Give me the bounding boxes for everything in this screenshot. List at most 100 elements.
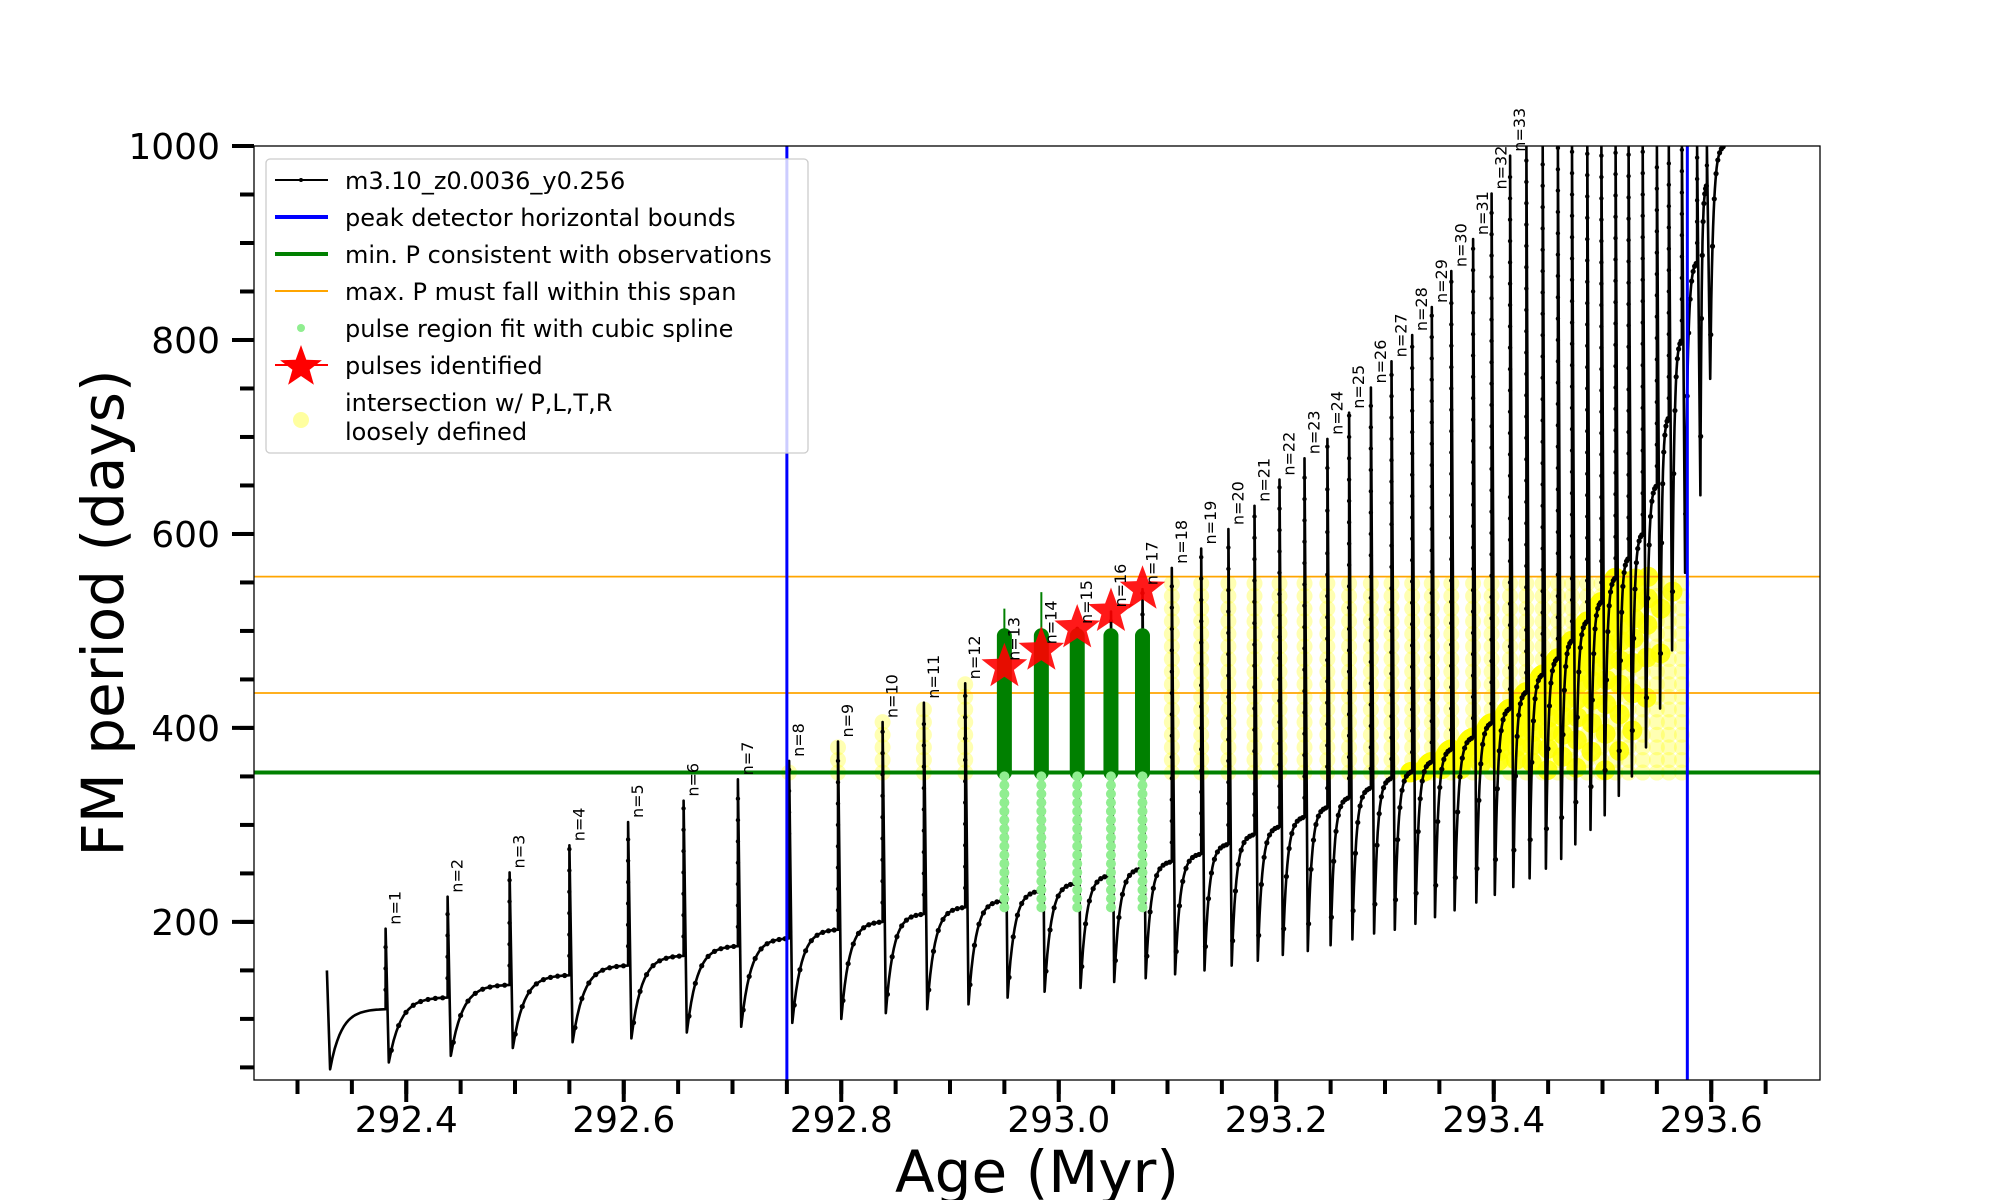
track-marker	[1470, 502, 1476, 508]
track-marker	[1694, 198, 1700, 203]
track-marker	[1226, 737, 1231, 742]
spline-point	[1105, 902, 1116, 913]
spline-point	[1072, 788, 1083, 799]
track-marker	[1698, 315, 1705, 322]
pulse-label: n=11	[924, 655, 943, 699]
track-marker	[1679, 318, 1685, 323]
track-marker	[1540, 439, 1545, 445]
pulse-identified-star	[1018, 626, 1065, 670]
track-marker	[1649, 498, 1655, 504]
spline-point	[999, 867, 1010, 878]
track-marker	[1199, 683, 1204, 688]
track-marker	[1063, 883, 1069, 889]
track-marker	[1449, 300, 1454, 306]
track-marker	[752, 955, 758, 962]
track-marker	[1569, 341, 1575, 347]
track-marker	[1605, 629, 1611, 635]
track-marker	[1613, 449, 1618, 454]
track-marker	[1429, 548, 1434, 553]
track-marker	[1325, 743, 1330, 748]
track-marker	[1679, 147, 1685, 153]
track-marker	[1524, 329, 1529, 334]
spline-point	[1036, 788, 1047, 799]
track-marker	[1277, 591, 1282, 597]
track-marker	[1507, 473, 1513, 478]
legend-yellow-dot-icon	[293, 412, 309, 428]
track-marker	[1429, 654, 1434, 660]
track-marker	[1666, 331, 1672, 337]
track-marker	[1524, 521, 1529, 526]
track-marker	[1555, 508, 1561, 513]
track-marker	[1421, 769, 1427, 775]
track-marker	[1666, 310, 1672, 316]
track-marker	[1555, 572, 1561, 577]
track-marker	[625, 858, 631, 864]
track-marker	[1524, 307, 1529, 313]
track-marker	[1585, 279, 1590, 284]
track-marker	[940, 916, 946, 923]
track-marker	[1654, 250, 1660, 255]
pulse-identified-star	[1088, 587, 1134, 631]
track-marker	[1169, 733, 1175, 738]
track-marker	[1524, 350, 1529, 355]
track-marker	[1609, 581, 1615, 588]
spline-point	[999, 823, 1010, 834]
track-marker	[1302, 518, 1307, 523]
track-marker	[1277, 698, 1282, 703]
spline-point	[1137, 841, 1148, 852]
track-marker	[1286, 845, 1292, 852]
track-marker	[1346, 776, 1352, 781]
track-marker	[921, 871, 927, 876]
track-marker	[1429, 377, 1434, 382]
track-marker	[1199, 789, 1204, 795]
track-marker	[480, 986, 486, 992]
track-marker	[1704, 163, 1710, 168]
track-marker	[1540, 418, 1545, 423]
track-marker	[1640, 277, 1645, 283]
track-marker	[1602, 767, 1608, 773]
track-marker	[1409, 344, 1415, 349]
track-marker	[1470, 459, 1476, 465]
track-marker	[681, 827, 686, 832]
track-marker	[1199, 747, 1204, 752]
track-marker	[1489, 232, 1494, 237]
track-marker	[1524, 499, 1529, 505]
legend-box	[265, 158, 809, 454]
track-marker	[1700, 218, 1706, 225]
track-marker	[1654, 165, 1660, 170]
track-marker	[1226, 566, 1231, 572]
track-marker	[1666, 182, 1672, 187]
track-marker	[1306, 921, 1312, 927]
track-marker	[1654, 378, 1660, 383]
track-marker	[1470, 246, 1476, 252]
track-marker	[1439, 766, 1445, 772]
track-marker	[1599, 238, 1604, 244]
track-marker	[1626, 323, 1631, 328]
track-marker	[519, 1003, 525, 1010]
track-marker	[1599, 260, 1604, 265]
spline-point	[1036, 841, 1047, 852]
track-marker	[1389, 756, 1394, 762]
track-marker	[1613, 214, 1618, 220]
track-marker	[1325, 657, 1330, 663]
track-marker	[1654, 293, 1660, 298]
track-marker	[1368, 659, 1374, 665]
track-marker	[770, 938, 776, 944]
track-marker	[1546, 703, 1553, 709]
track-marker	[1629, 727, 1635, 734]
track-marker	[1335, 812, 1341, 818]
track-marker	[1540, 311, 1545, 316]
track-marker	[1507, 665, 1513, 670]
pulse-label: n=23	[1305, 410, 1324, 454]
track-marker	[1524, 627, 1529, 633]
pulse-label: n=29	[1432, 259, 1451, 303]
track-marker	[1516, 712, 1522, 718]
track-marker	[1169, 840, 1175, 845]
track-marker	[1676, 346, 1682, 352]
track-marker	[1583, 619, 1589, 625]
spline-point	[1105, 806, 1116, 817]
track-marker	[1325, 508, 1330, 513]
track-marker	[1208, 870, 1215, 876]
track-marker	[1626, 451, 1631, 456]
track-marker	[1006, 974, 1012, 980]
